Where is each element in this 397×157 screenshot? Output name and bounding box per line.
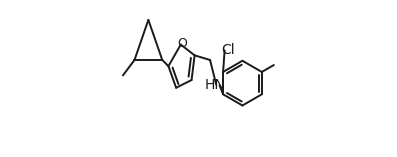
Text: Cl: Cl	[222, 43, 235, 57]
Text: HN: HN	[204, 78, 225, 92]
Text: O: O	[178, 37, 187, 50]
